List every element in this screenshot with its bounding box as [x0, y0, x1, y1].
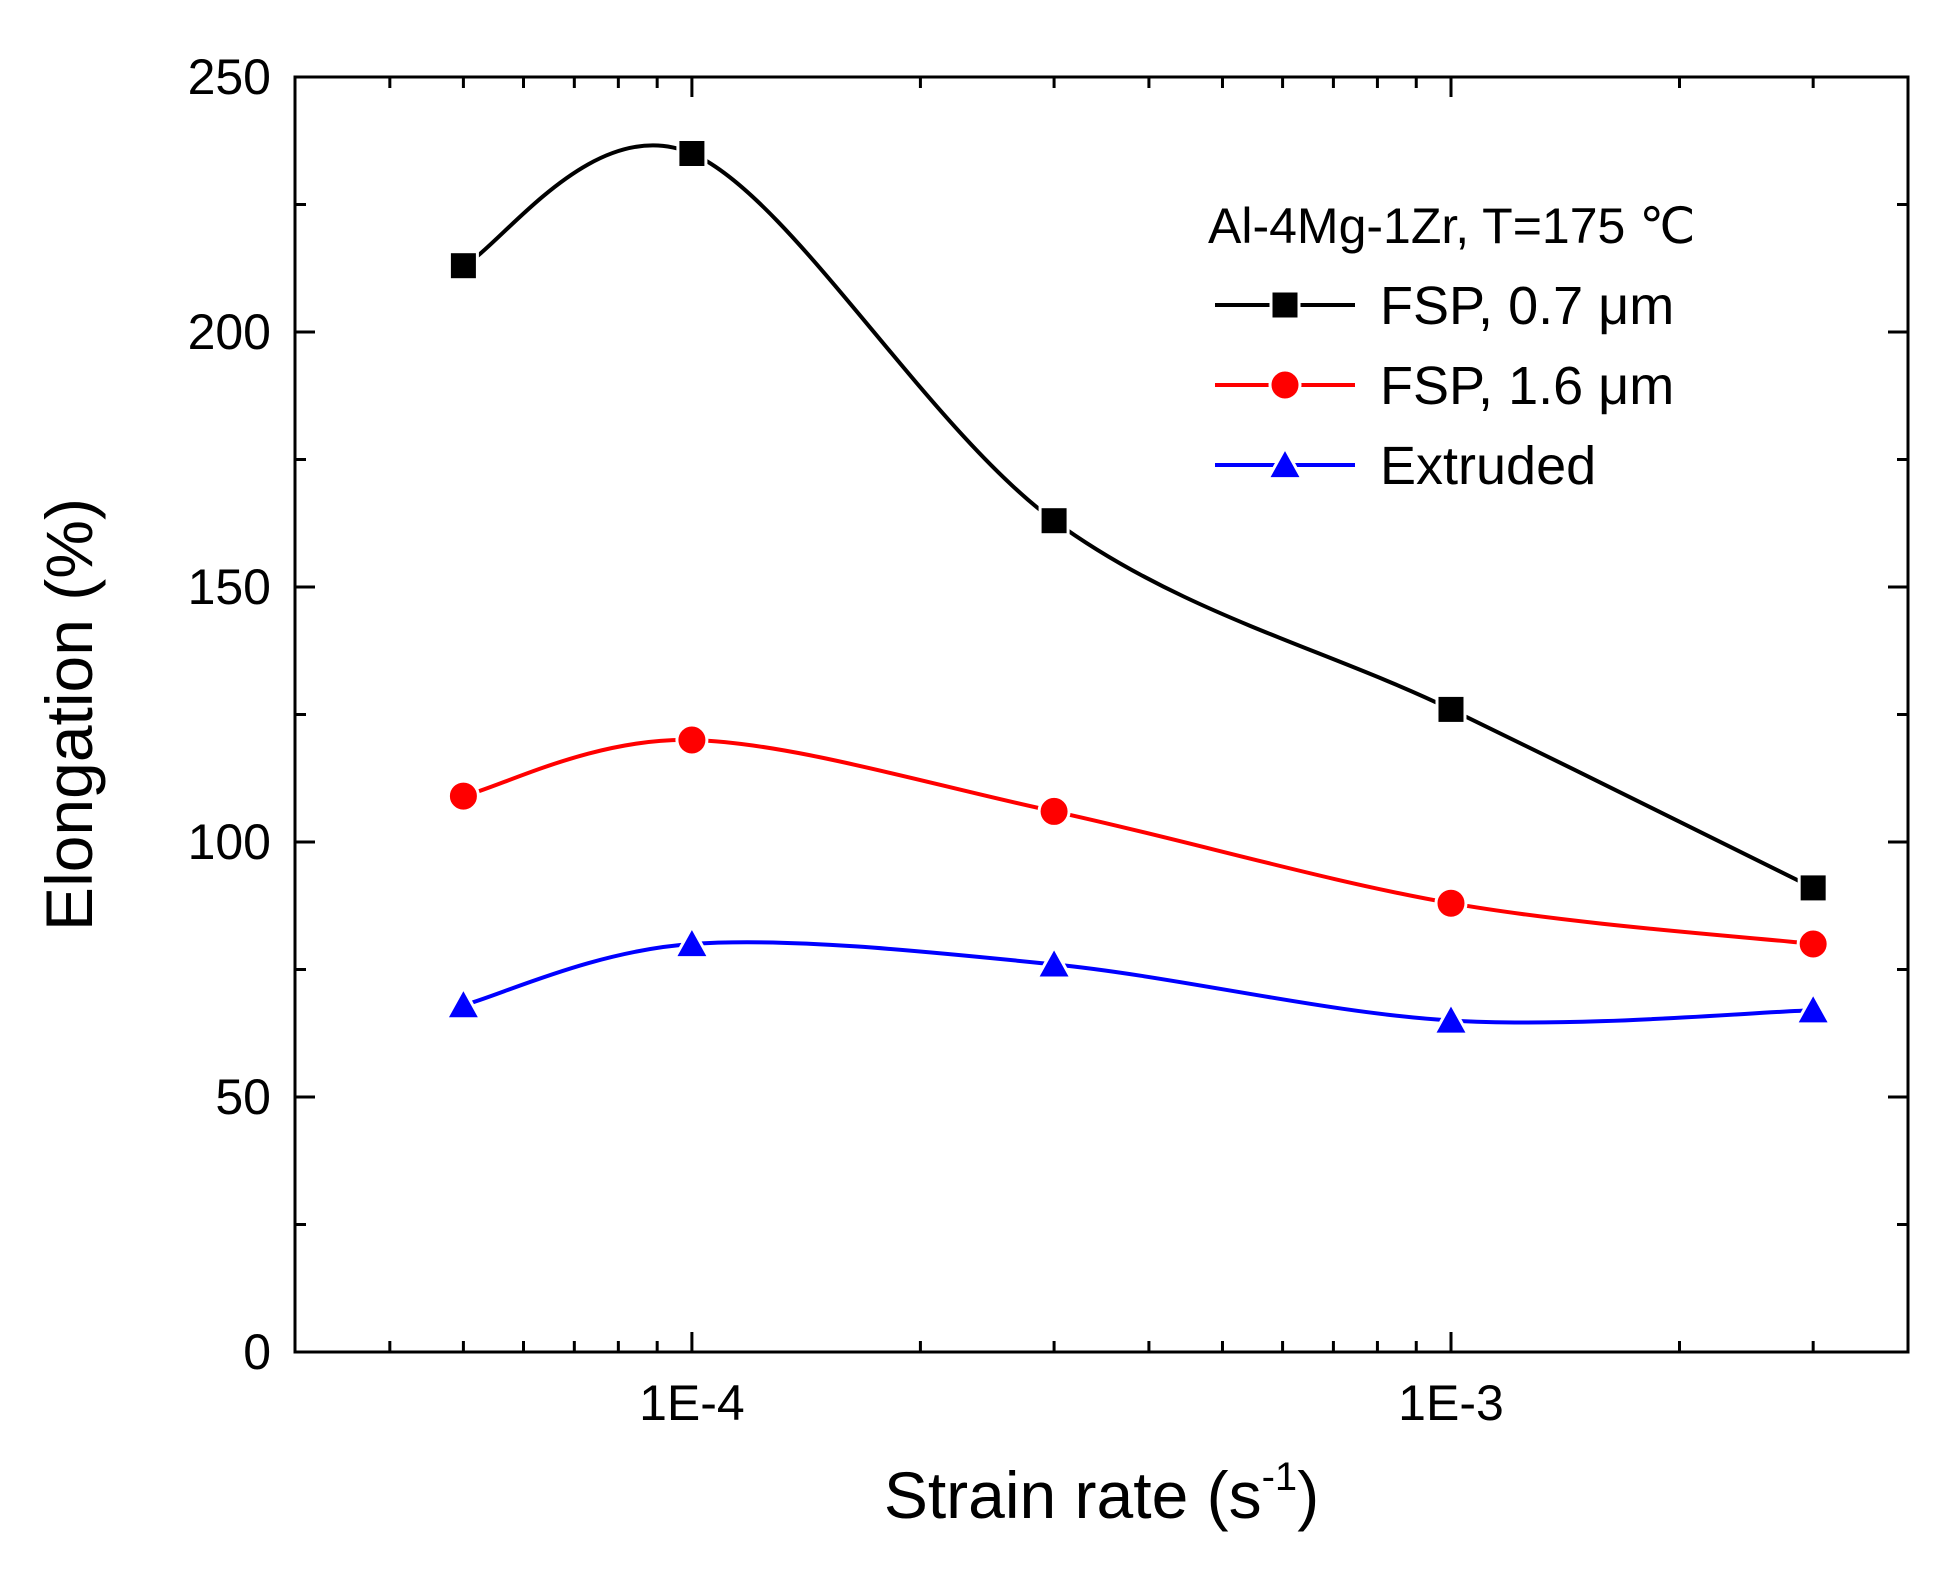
data-point-circle	[1037, 794, 1071, 828]
x-tick-label: 1E-3	[1398, 1375, 1504, 1431]
series-layer	[443, 138, 1833, 1036]
series-square	[447, 138, 1829, 904]
legend-label: FSP, 0.7 μm	[1380, 276, 1674, 336]
data-point-circle	[1434, 886, 1468, 920]
legend: Al-4Mg-1Zr, T=175 ℃ FSP, 0.7 μm FSP, 1.6 …	[1208, 198, 1695, 496]
data-point-circle	[675, 723, 709, 757]
x-axis-title-superscript: -1	[1262, 1455, 1298, 1499]
legend-label: Extruded	[1380, 436, 1596, 496]
plot-frame	[293, 75, 1910, 1354]
series-circle	[446, 723, 1830, 961]
data-point-triangle	[443, 985, 483, 1021]
data-point-triangle	[1034, 944, 1074, 980]
y-tick-label: 50	[215, 1069, 271, 1125]
y-axis-title: Elongation (%)	[32, 498, 106, 931]
legend-entry: FSP, 1.6 μm	[1215, 356, 1674, 416]
data-point-square	[676, 138, 708, 169]
data-point-triangle	[1431, 1000, 1471, 1036]
legend-marker-square	[1269, 289, 1301, 321]
series-triangle	[443, 923, 1833, 1036]
x-axis: 1E-4 1E-3	[388, 77, 1910, 1431]
y-tick-label: 250	[188, 49, 271, 105]
legend-entry: FSP, 0.7 μm	[1215, 276, 1674, 336]
legend-marker-triangle	[1265, 444, 1305, 481]
legend-title: Al-4Mg-1Zr, T=175 ℃	[1208, 198, 1695, 254]
data-point-square	[447, 250, 479, 282]
data-point-square	[1797, 872, 1829, 904]
y-tick-label: 150	[188, 559, 271, 615]
series-line	[462, 940, 1814, 1025]
y-tick-label: 0	[243, 1324, 271, 1380]
y-axis: 0 50 100 150 200 250	[188, 49, 1908, 1380]
legend-entry: Extruded	[1215, 436, 1596, 496]
legend-label: FSP, 1.6 μm	[1380, 356, 1674, 416]
x-tick-label: 1E-4	[639, 1375, 745, 1431]
x-axis-title-suffix: )	[1297, 1458, 1319, 1532]
data-point-square	[1038, 505, 1070, 537]
data-point-square	[1435, 693, 1467, 725]
series-line	[462, 737, 1814, 946]
plot-area	[293, 75, 1910, 1354]
y-tick-label: 200	[188, 304, 271, 360]
data-point-circle	[1796, 927, 1830, 961]
y-tick-label: 100	[188, 814, 271, 870]
x-axis-title-main: Strain rate (s	[884, 1458, 1262, 1532]
x-axis-title: Strain rate (s-1)	[884, 1455, 1319, 1532]
data-point-triangle	[672, 923, 712, 960]
data-point-circle	[446, 779, 480, 813]
legend-marker-circle	[1268, 368, 1302, 402]
data-point-triangle	[1793, 990, 1833, 1026]
series-line	[462, 143, 1815, 890]
